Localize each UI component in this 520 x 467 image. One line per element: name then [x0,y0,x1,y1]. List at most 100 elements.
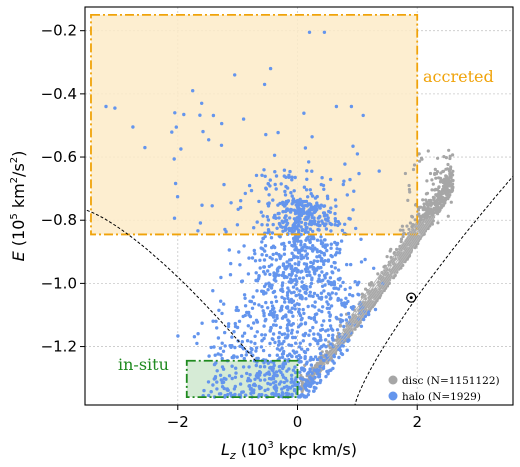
halo-point [270,337,274,341]
halo-point [264,300,268,305]
halo-point [281,210,285,214]
halo-point [291,197,296,201]
halo-point [351,294,355,298]
halo-point [293,307,297,311]
halo-point [266,218,271,222]
halo-point [330,336,335,340]
halo-point [223,344,227,348]
halo-point [258,258,262,262]
halo-point [290,377,294,381]
halo-point [232,330,236,334]
halo-point [292,239,296,244]
halo-point [311,229,315,233]
halo-point [315,368,320,372]
halo-point [239,353,244,358]
disc-point [375,298,379,303]
disc-point [398,228,402,232]
disc-point [438,193,442,197]
halo-point [249,350,253,355]
halo-point [275,316,279,320]
halo-point [275,373,279,378]
halo-point [296,239,300,243]
halo-point [278,348,282,352]
halo-point [217,308,221,312]
halo-point [310,169,314,173]
region-label-in-situ: in-situ [118,355,169,374]
halo-point [320,323,324,327]
halo-point [260,305,264,309]
halo-point [351,307,355,311]
halo-point [270,392,274,396]
halo-point [300,347,304,351]
halo-point [288,352,292,356]
disc-point [408,190,412,194]
halo-point [266,306,270,310]
halo-point [299,322,303,326]
halo-point [326,196,330,201]
disc-point [438,176,443,180]
halo-point [327,209,331,214]
halo-point [312,332,316,336]
halo-point [359,260,364,264]
halo-point [295,330,300,334]
halo-point [322,30,327,34]
halo-point [262,82,267,87]
halo-point [261,214,265,218]
halo-point [278,325,283,330]
halo-point [291,314,295,318]
halo-point [220,341,224,345]
halo-point [271,252,275,257]
halo-point [321,278,325,282]
halo-point [284,209,288,214]
halo-point [283,189,287,194]
halo-point [372,266,376,270]
halo-point [255,278,259,283]
halo-point [284,214,288,218]
halo-point [359,237,363,241]
halo-point [278,309,282,313]
halo-point [342,304,346,308]
halo-point [233,345,237,350]
halo-point [304,254,308,258]
halo-point [326,302,330,306]
halo-point [301,339,305,343]
halo-point [328,318,332,323]
halo-point [329,242,333,246]
disc-point [441,169,446,173]
halo-point [251,383,256,387]
halo-point [281,270,286,275]
halo-point [254,363,258,368]
halo-point [308,227,312,231]
halo-point [198,113,202,117]
halo-point [307,270,311,274]
halo-point [289,273,293,277]
halo-point [332,283,337,287]
halo-point [305,177,309,181]
halo-point [310,371,314,375]
halo-point [308,285,312,289]
halo-point [280,283,284,288]
halo-point [331,333,335,337]
disc-point [338,323,342,327]
halo-point [315,250,320,254]
halo-point [260,253,264,257]
halo-point [303,321,308,325]
halo-point [240,340,244,344]
halo-point [302,262,307,266]
disc-point [441,187,445,191]
halo-point [246,324,250,328]
halo-point [220,121,224,126]
halo-point [264,282,268,286]
disc-point [431,208,435,212]
halo-point [289,280,293,285]
halo-point [324,374,328,379]
halo-point [277,331,282,335]
halo-point [324,295,328,299]
halo-point [326,258,331,262]
halo-point [305,287,309,291]
halo-point [270,283,274,287]
halo-point [249,386,253,391]
halo-point [299,243,303,247]
y-tick-label: −0.4 [41,85,77,103]
halo-point [343,222,347,226]
